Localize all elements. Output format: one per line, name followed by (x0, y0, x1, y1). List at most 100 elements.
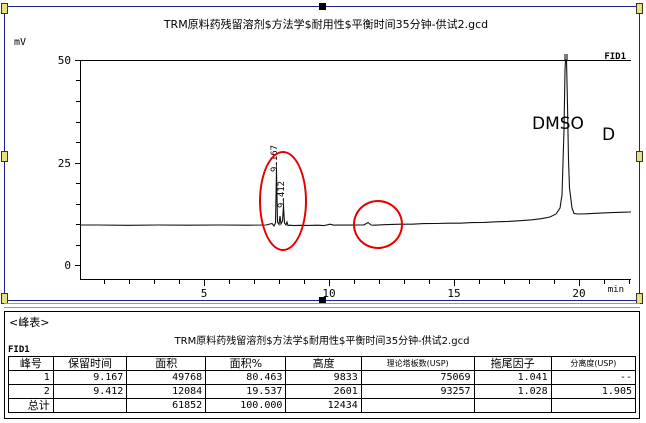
y-tick-minor (76, 142, 80, 143)
cell-area-pct: 80.463 (205, 370, 287, 385)
x-tick-minor (404, 280, 405, 284)
col-height: 高度 (285, 356, 362, 371)
col-area: 面积 (126, 356, 207, 371)
x-tick-minor (604, 280, 605, 284)
x-tick-minor (379, 280, 380, 284)
chart-title: TRM原料药残留溶剂$方法学$耐用性$平衡时间35分钟-供试2.gcd (163, 18, 489, 31)
fid1-trace-line (80, 59, 632, 228)
x-tick-minor (154, 280, 155, 284)
y-tick-0 (75, 265, 80, 266)
chromatogram-canvas: TRM原料药残留溶剂$方法学$耐用性$平衡时间35分钟-供试2.gcd mV m… (8, 10, 636, 300)
cell-area: 49768 (126, 370, 207, 385)
x-tick-minor (129, 280, 130, 284)
cell-retention: 9.412 (52, 384, 128, 399)
cell-tailing: 1.041 (473, 370, 552, 385)
y-axis-line (80, 265, 81, 280)
x-tick-minor (629, 280, 630, 284)
table-row[interactable]: 1 9.167 49768 80.463 9833 75069 1.041 -- (8, 370, 637, 385)
peak-highlight-ellipse (259, 151, 307, 251)
x-tick-label-20: 20 (572, 287, 586, 300)
x-tick-minor (529, 280, 530, 284)
x-tick-minor (179, 280, 180, 284)
cell-total-plates (360, 398, 475, 413)
resize-handle-top-center[interactable] (319, 3, 326, 10)
dmso-annotation: DMSO (532, 114, 584, 134)
x-axis-line (80, 279, 631, 280)
cell-height: 2601 (285, 384, 362, 399)
x-tick-minor (354, 280, 355, 284)
col-peak-no: 峰号 (8, 356, 54, 371)
cell-total-resolution (550, 398, 637, 413)
chromatogram-trace (80, 54, 632, 228)
chromatogram-object[interactable]: TRM原料药残留溶剂$方法学$耐用性$平衡时间35分钟-供试2.gcd mV m… (1, 3, 643, 304)
x-tick-minor (429, 280, 430, 284)
resize-handle-top-left[interactable] (1, 3, 8, 14)
col-resolution: 分离度(USP) (550, 356, 637, 371)
cell-tailing: 1.028 (473, 384, 552, 399)
y-tick-minor (76, 183, 80, 184)
cell-peak-no: 2 (8, 384, 54, 399)
peak-table-object[interactable]: <峰表> TRM原料药残留溶剂$方法学$耐用性$平衡时间35分钟-供试2.gcd… (4, 311, 640, 419)
x-tick-minor (229, 280, 230, 284)
resize-handle-middle-left[interactable] (1, 151, 8, 162)
col-area-pct: 面积% (205, 356, 287, 371)
plot-area (80, 60, 631, 266)
cell-retention: 9.167 (52, 370, 128, 385)
y-tick-minor (76, 245, 80, 246)
detector-label: FID1 (604, 52, 626, 62)
cell-area: 12084 (126, 384, 207, 399)
cell-total-area: 61852 (126, 398, 207, 413)
col-retention: 保留时间 (52, 356, 128, 371)
y-tick-label-0: 0 (64, 259, 71, 272)
resize-handle-middle-right[interactable] (636, 151, 643, 162)
x-tick-minor (554, 280, 555, 284)
cell-total-height: 12434 (285, 398, 362, 413)
x-tick-minor (254, 280, 255, 284)
object-separator (4, 303, 640, 308)
x-tick-label-5: 5 (200, 287, 208, 300)
x-tick-minor (479, 280, 480, 284)
d-annotation: D (602, 125, 616, 145)
peak-table-detector-label: FID1 (8, 345, 30, 355)
minor-peak-highlight-ellipse (353, 200, 403, 249)
peak-table[interactable]: 峰号 保留时间 面积 面积% 高度 理论塔板数(USP) 拖尾因子 分离度(US… (8, 356, 637, 413)
x-tick-minor (304, 280, 305, 284)
y-tick-25 (75, 163, 80, 164)
x-tick-10 (329, 280, 330, 286)
y-tick-minor (76, 122, 80, 123)
peak-table-caption: <峰表> (9, 316, 50, 329)
x-tick-20 (579, 280, 580, 286)
resize-handle-top-right[interactable] (636, 3, 643, 14)
y-tick-label-25: 25 (57, 157, 71, 170)
col-tailing: 拖尾因子 (473, 356, 552, 371)
cell-plates: 93257 (360, 384, 475, 399)
resize-handle-bottom-center[interactable] (319, 297, 326, 304)
table-total-row[interactable]: 总计 61852 100.000 12434 (8, 398, 637, 413)
x-tick-minor (279, 280, 280, 284)
y-tick-50 (75, 60, 80, 61)
cell-total-area-pct: 100.000 (205, 398, 287, 413)
cell-plates: 75069 (360, 370, 475, 385)
x-tick-label-15: 15 (447, 287, 461, 300)
cell-height: 9833 (285, 370, 362, 385)
table-row[interactable]: 2 9.412 12084 19.537 2601 93257 1.028 1.… (8, 384, 637, 399)
cell-area-pct: 19.537 (205, 384, 287, 399)
peak-table-title: TRM原料药残留溶剂$方法学$耐用性$平衡时间35分钟-供试2.gcd (174, 336, 470, 347)
cell-resolution: 1.905 (550, 384, 637, 399)
x-axis-unit-label: min (607, 285, 624, 295)
x-tick-15 (454, 280, 455, 286)
cell-peak-no: 1 (8, 370, 54, 385)
y-tick-label-50: 50 (57, 54, 71, 67)
y-axis-unit-label: mV (14, 37, 27, 48)
cell-total-label: 总计 (8, 398, 54, 413)
x-tick-minor (104, 280, 105, 284)
x-tick-minor (504, 280, 505, 284)
cell-total-tailing (473, 398, 552, 413)
x-tick-5 (204, 280, 205, 286)
cell-total-retention (52, 398, 128, 413)
y-tick-minor (76, 224, 80, 225)
y-tick-minor (76, 80, 80, 81)
table-header-row: 峰号 保留时间 面积 面积% 高度 理论塔板数(USP) 拖尾因子 分离度(US… (8, 356, 637, 371)
col-plates: 理论塔板数(USP) (360, 356, 475, 371)
